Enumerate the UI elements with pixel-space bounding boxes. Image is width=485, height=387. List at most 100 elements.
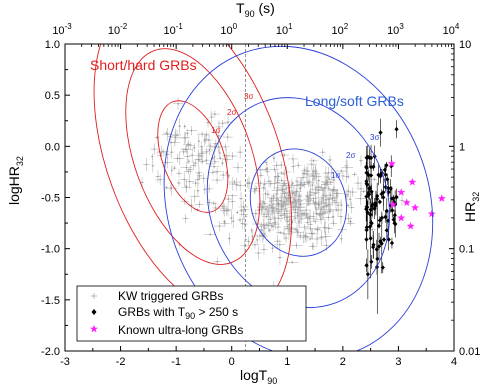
- gray-point: [273, 157, 275, 160]
- ultra-long-points: [387, 159, 446, 230]
- kw-long-cluster: [178, 148, 405, 293]
- gray-point: [269, 182, 272, 185]
- gray-point: [280, 164, 283, 166]
- gray-point: [297, 164, 300, 167]
- y-left-tick-label: 0.0: [45, 141, 60, 153]
- gray-point: [340, 204, 343, 206]
- gray-point: [336, 195, 338, 197]
- gray-point: [194, 162, 197, 164]
- gray-point: [274, 175, 277, 178]
- gray-point: [347, 204, 349, 207]
- legend-box: [76, 285, 307, 342]
- x-top-tick-label: 103: [387, 22, 404, 37]
- gray-point: [291, 261, 293, 264]
- gray-point: [306, 173, 308, 175]
- gray-point: [184, 148, 187, 151]
- gray-point: [260, 174, 262, 177]
- ultra-long-star: [408, 177, 417, 186]
- gray-point: [309, 215, 311, 218]
- gray-point: [227, 198, 230, 200]
- gray-point: [345, 175, 348, 178]
- gray-point: [328, 210, 331, 213]
- gray-point: [298, 195, 301, 198]
- gray-point: [271, 247, 274, 249]
- gray-point: [284, 196, 287, 199]
- gray-point: [273, 168, 276, 171]
- gray-point: [239, 151, 241, 153]
- y-left-tick-label: 0.5: [45, 90, 60, 102]
- gray-point: [216, 260, 219, 263]
- gray-point: [314, 202, 317, 204]
- legend: KW triggered GRBs GRBs with T90 > 250 s …: [76, 285, 307, 342]
- gray-point: [304, 169, 306, 171]
- gray-point: [276, 208, 278, 210]
- gray-point: [337, 209, 339, 211]
- gray-point: [299, 235, 302, 237]
- gray-point: [227, 209, 229, 211]
- gray-point: [213, 202, 215, 205]
- gray-point: [314, 220, 316, 222]
- gray-point: [280, 172, 283, 174]
- black-diamond: [364, 178, 369, 184]
- gray-point: [312, 201, 315, 203]
- gray-point: [228, 174, 230, 177]
- legend-marker-long-t90: [91, 309, 97, 315]
- gray-point: [173, 167, 176, 169]
- x-bottom-tick-label: -1: [171, 356, 181, 368]
- gray-point: [317, 189, 320, 192]
- x-bottom-tick-label: 3: [395, 356, 401, 368]
- gray-point: [257, 252, 260, 254]
- gray-point: [349, 198, 351, 201]
- gray-point: [218, 152, 221, 154]
- gray-point: [209, 145, 212, 147]
- gray-point: [325, 195, 327, 197]
- gray-point: [239, 184, 241, 187]
- gray-point: [272, 195, 275, 197]
- gray-point: [312, 245, 314, 248]
- x-top-tick-label: 102: [332, 22, 349, 37]
- gray-point: [205, 134, 208, 136]
- gray-point: [310, 163, 313, 165]
- gray-point: [170, 141, 172, 144]
- gray-point: [188, 180, 191, 183]
- black-diamond: [394, 126, 399, 132]
- gray-point: [192, 164, 195, 167]
- gray-point: [297, 198, 300, 201]
- black-diamond: [378, 238, 383, 244]
- black-diamond: [364, 262, 369, 268]
- gray-point: [303, 183, 306, 186]
- gray-point: [218, 225, 221, 227]
- gray-point: [182, 151, 185, 153]
- black-diamond: [394, 194, 399, 200]
- gray-point: [309, 223, 312, 226]
- gray-point: [283, 201, 286, 203]
- black-diamond: [367, 155, 372, 160]
- gray-point: [208, 188, 210, 190]
- ultra-long-star: [387, 159, 396, 168]
- gray-point: [210, 116, 213, 118]
- gray-point: [213, 156, 216, 158]
- gray-point: [326, 176, 328, 178]
- gray-point: [247, 240, 250, 243]
- gray-point: [332, 215, 334, 218]
- black-diamond: [389, 240, 394, 246]
- gray-point: [306, 195, 309, 198]
- black-diamond: [364, 194, 369, 199]
- black-diamond: [393, 221, 398, 227]
- black-diamond: [378, 173, 383, 179]
- gray-point: [322, 189, 324, 191]
- gray-point: [216, 170, 218, 173]
- black-diamond: [390, 208, 395, 213]
- gray-point: [230, 217, 233, 219]
- gray-point: [244, 215, 247, 217]
- gray-point: [214, 161, 216, 163]
- y-right-tick-label: 1: [459, 141, 465, 153]
- black-diamond: [369, 220, 374, 226]
- gray-point: [237, 166, 239, 169]
- gray-point: [205, 138, 207, 141]
- gray-point: [295, 228, 297, 231]
- black-diamond: [383, 172, 388, 178]
- gray-point: [233, 181, 236, 183]
- gray-point: [205, 159, 208, 162]
- gray-point: [236, 211, 239, 214]
